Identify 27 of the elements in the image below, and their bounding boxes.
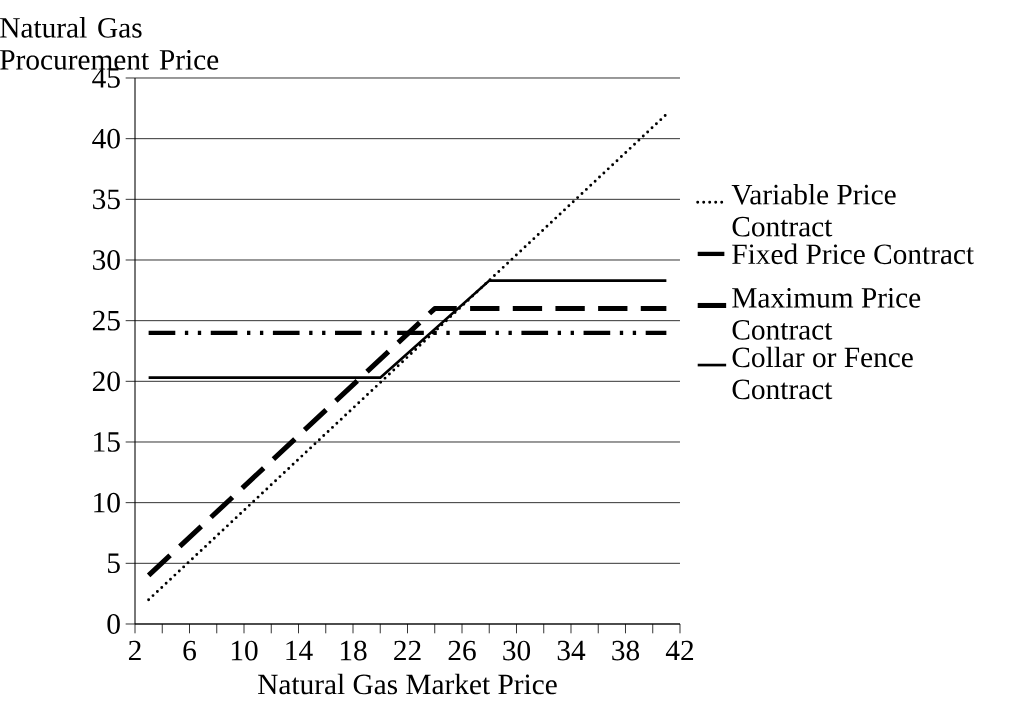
x-tick-label: 14 xyxy=(286,640,313,661)
x-tick-label: 34 xyxy=(557,640,586,661)
x-tick-label: 10 xyxy=(231,640,258,661)
legend-label: Maximum Price Contract xyxy=(732,288,921,340)
x-tick-label: 26 xyxy=(448,640,476,661)
legend-label: Variable Price Contract xyxy=(731,183,896,237)
x-tick-label: 6 xyxy=(183,640,196,661)
y-tick-label: 40 xyxy=(92,128,120,149)
y-tick-label: 25 xyxy=(92,310,120,331)
legend-label: Collar or Fence Contract xyxy=(732,346,913,400)
x-tick-label: 22 xyxy=(394,640,421,661)
y-tick-label: 10 xyxy=(94,492,120,513)
x-tick-label: 2 xyxy=(128,640,141,661)
y-axis-title: Natural Gas Procurement Price xyxy=(0,17,219,70)
x-axis-title: Natural Gas Market Price xyxy=(258,673,557,695)
y-tick-label: 20 xyxy=(92,371,120,392)
y-tick-label: 5 xyxy=(108,553,120,574)
y-tick-label: 35 xyxy=(93,189,120,210)
x-tick-label: 30 xyxy=(503,640,531,661)
y-tick-label: 30 xyxy=(93,250,120,270)
x-tick-label: 38 xyxy=(612,640,640,661)
legend-label: Fixed Price Contract xyxy=(732,243,974,265)
y-tick-label: 45 xyxy=(92,68,120,88)
x-tick-label: 18 xyxy=(340,640,367,661)
x-tick-label: 42 xyxy=(665,640,694,661)
y-tick-label: 0 xyxy=(107,614,120,634)
y-tick-label: 15 xyxy=(94,432,120,452)
